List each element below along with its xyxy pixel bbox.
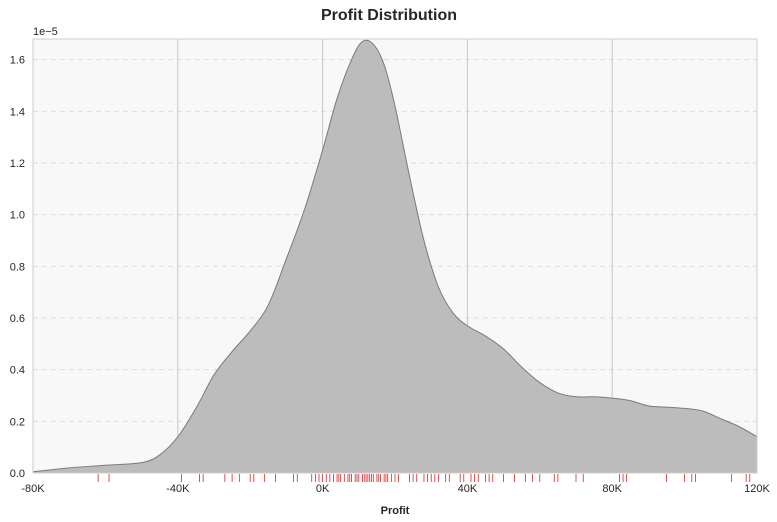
density-area <box>33 40 757 474</box>
y-tick-label: 1.6 <box>10 55 25 67</box>
y-tick-label: 0.8 <box>10 261 25 273</box>
x-axis-ticks: -80K -40K 0K 40K 80K 120K <box>21 483 770 495</box>
plot-frame <box>32 38 758 474</box>
chart-title: Profit Distribution <box>321 7 457 24</box>
y-tick-label: 0.0 <box>10 468 25 480</box>
y-tick-label: 1.4 <box>10 106 25 118</box>
x-axis-label: Profit <box>381 505 410 517</box>
y-tick-label: 0.4 <box>10 365 25 377</box>
x-tick-label: 40K <box>458 483 478 495</box>
y-axis-ticks: 0.0 0.2 0.4 0.6 0.8 1.0 1.2 1.4 1.6 <box>10 55 25 480</box>
x-tick-label: 0K <box>316 483 330 495</box>
x-tick-label: -40K <box>166 483 190 495</box>
y-tick-label: 1.0 <box>10 210 25 222</box>
rug-marks <box>97 474 751 482</box>
y-tick-label: 0.6 <box>10 313 25 325</box>
x-tick-label: 120K <box>744 483 770 495</box>
x-tick-label: 80K <box>602 483 622 495</box>
y-tick-label: 1.2 <box>10 158 25 170</box>
x-tick-label: -80K <box>21 483 45 495</box>
density-curve-line <box>32 39 758 473</box>
y-tick-label: 0.2 <box>10 416 25 428</box>
y-axis-offset-label: 1e−5 <box>33 26 58 38</box>
